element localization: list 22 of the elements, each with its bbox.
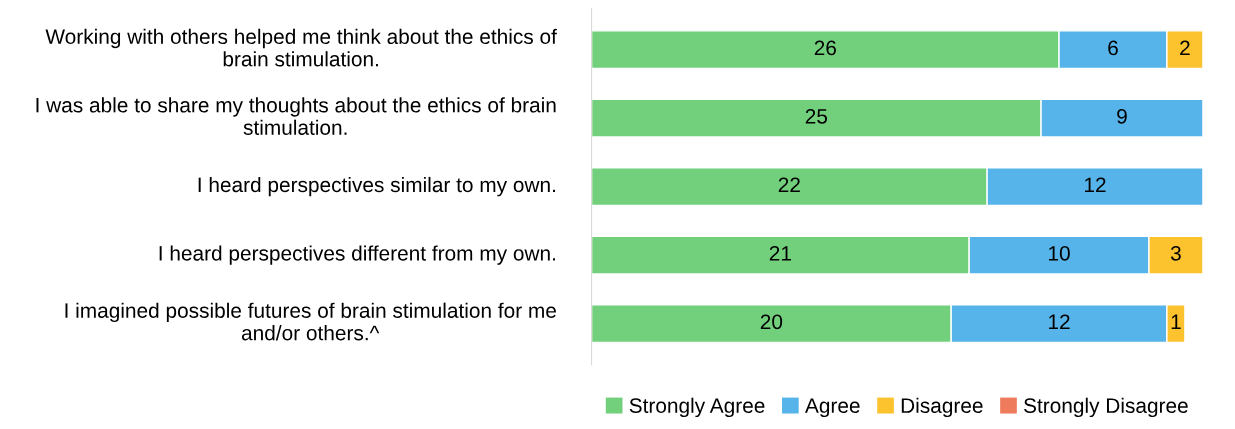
- data-label: 3: [1170, 245, 1181, 261]
- legend-label: Strongly Disagree: [1024, 397, 1188, 418]
- data-label: 12: [1085, 177, 1106, 192]
- legend-label: Strongly Agree: [629, 397, 765, 418]
- y-tick-label: I imagined possible futures of brain stimulation for me and/or others.^: [65, 302, 556, 341]
- data-label: 2: [1180, 40, 1190, 56]
- data-label: 6: [1108, 40, 1118, 56]
- data-label: 22: [778, 177, 800, 192]
- y-tick-label: I heard perspectives different from my own.: [159, 245, 555, 265]
- legend-label: Agree: [804, 398, 860, 418]
- y-tick-label: I was able to share my thoughts about the ethics of brain stimulation.: [36, 97, 556, 135]
- data-label: 10: [1049, 245, 1070, 261]
- y-tick-label: I heard perspectives similar to my own.: [198, 176, 555, 197]
- y-tick-label: Working with others helped me think about the ethics of brain stimulation.: [45, 28, 557, 67]
- data-label: 1: [1171, 314, 1181, 329]
- data-label: 26: [814, 40, 836, 56]
- legend-label: Disagree: [901, 397, 983, 418]
- data-label: 20: [760, 314, 783, 330]
- data-label: 9: [1117, 108, 1127, 124]
- data-label: 25: [805, 108, 828, 124]
- data-label: 21: [769, 245, 791, 261]
- data-label: 12: [1049, 314, 1070, 329]
